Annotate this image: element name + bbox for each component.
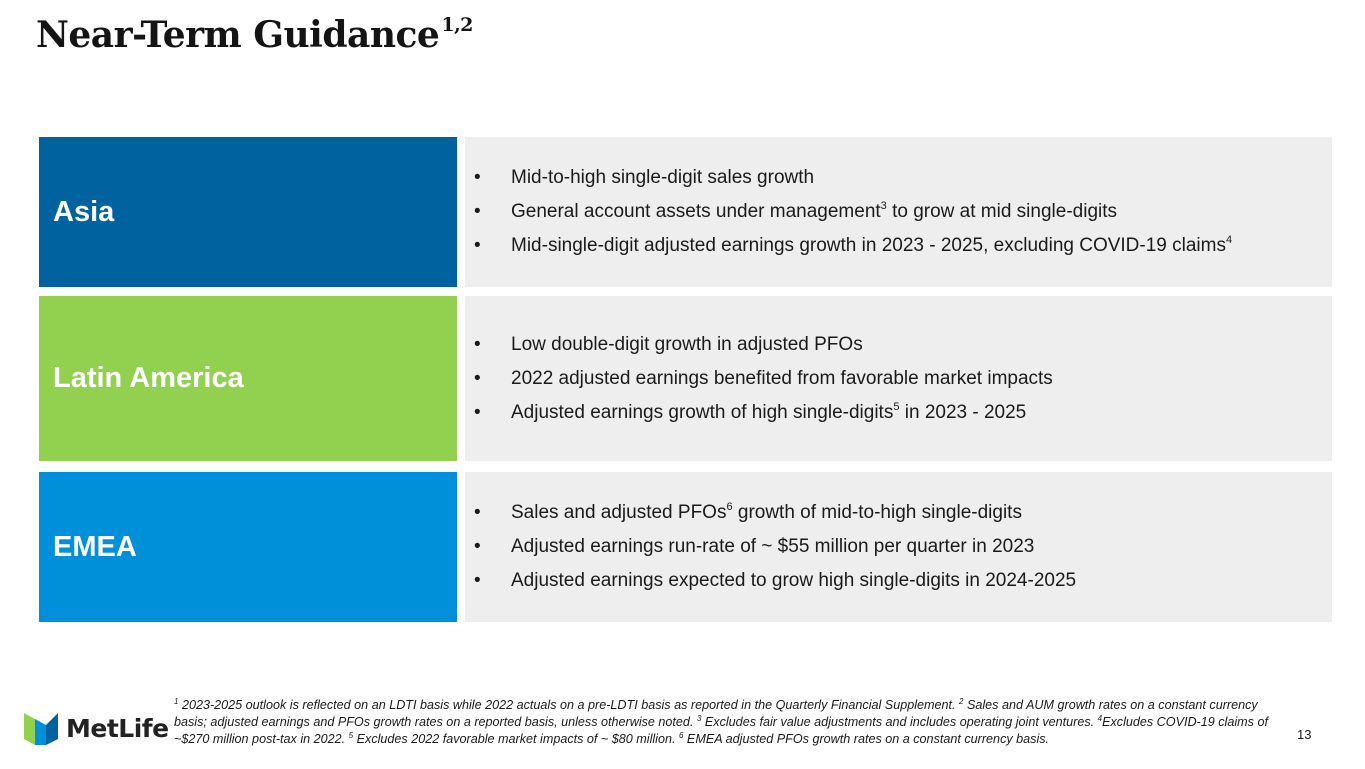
footnote-number: 4 <box>1097 714 1103 723</box>
bullet-text-continued: growth of mid-to-high single-digits <box>732 502 1022 523</box>
list-item: • Mid-to-high single-digit sales growth <box>474 167 1332 189</box>
page-title: Near-Term Guidance 1,2 <box>36 14 473 56</box>
bullet-marker: • <box>474 201 481 222</box>
logo-wordmark: MetLife <box>66 713 169 743</box>
asia-guidance-panel: • Mid-to-high single-digit sales growth •… <box>465 137 1332 287</box>
bullet-marker: • <box>474 536 481 557</box>
metlife-m-icon <box>24 713 58 745</box>
bullet-marker: • <box>474 167 481 188</box>
footnote-number: 2 <box>959 697 964 706</box>
list-item: • General account assets under management… <box>474 201 1332 223</box>
bullet-text-continued: in 2023 - 2025 <box>899 401 1027 423</box>
footnote-number: 1 <box>174 697 179 706</box>
bullet-text: Mid-to-high single-digit sales growth <box>511 167 815 188</box>
latin-america-guidance-panel: • Low double-digit growth in adjusted PFO… <box>465 296 1332 461</box>
footnote-text: Excludes COVID-19 claims of ~$270 millio… <box>174 715 1268 746</box>
bullet-text: Adjusted earnings run-rate of ~ $55 mill… <box>511 536 1035 557</box>
region-label-emea: EMEA <box>39 472 457 622</box>
bullet-text: General account assets under management <box>511 201 881 222</box>
bullet-marker: • <box>474 401 481 423</box>
footnote-ref: 4 <box>1225 234 1233 246</box>
bullet-text: Low double-digit growth in adjusted PFOs <box>511 333 863 355</box>
bullet-marker: • <box>474 235 481 256</box>
bullet-marker: • <box>474 333 481 355</box>
list-item: • Low double-digit growth in adjusted PFO… <box>474 334 1332 356</box>
footnote-text: Excludes fair value adjustments and incl… <box>701 715 1098 729</box>
metlife-logo: MetLife <box>24 711 169 745</box>
footnote-number: 5 <box>348 731 354 740</box>
bullet-text: Adjusted earnings growth of high single-… <box>511 401 894 423</box>
bullet-text: Adjusted earnings expected to grow high … <box>511 570 1077 591</box>
list-item: • Adjusted earnings expected to grow high… <box>474 570 1332 592</box>
logo-left-bar <box>24 713 35 745</box>
bullet-marker: • <box>474 502 481 523</box>
footnote-number: 3 <box>696 714 702 723</box>
list-item: • 2022 adjusted earnings benefited from f… <box>474 368 1332 390</box>
title-footnote-ref: 1,2 <box>441 14 473 36</box>
list-item: • Adjusted earnings run-rate of ~ $55 mil… <box>474 536 1332 558</box>
footnote-text: Sales and AUM growth rates on a constant… <box>174 698 1258 729</box>
footnote-ref: 3 <box>880 200 887 212</box>
logo-right-bar <box>46 713 58 745</box>
page-number: 13 <box>1297 727 1312 742</box>
bullet-text: Sales and adjusted PFOs <box>511 502 727 523</box>
bullet-text: 2022 adjusted earnings benefited from fa… <box>511 367 1053 389</box>
footnote-ref: 5 <box>893 400 900 413</box>
footnote-text: EMEA adjusted PFOs growth rates on a con… <box>683 732 1050 746</box>
bullet-marker: • <box>474 367 481 389</box>
list-item: • Sales and adjusted PFOs6 growth of mid-… <box>474 502 1332 524</box>
logo-center-bar <box>35 719 46 745</box>
bullet-text-continued: to grow at mid single-digits <box>886 201 1118 222</box>
footnotes: 1 2023-2025 outlook is reflected on an L… <box>174 697 1290 748</box>
bullet-text: Mid-single-digit adjusted earnings growt… <box>511 235 1226 256</box>
region-label-asia: Asia <box>39 137 457 287</box>
bullet-marker: • <box>474 570 481 591</box>
footnote-text: Excludes 2022 favorable market impacts o… <box>353 732 679 746</box>
list-item: • Mid-single-digit adjusted earnings grow… <box>474 235 1332 257</box>
region-label-latin-america: Latin America <box>39 296 457 461</box>
footnote-text: 2023-2025 outlook is reflected on an LDT… <box>178 698 960 712</box>
emea-guidance-panel: • Sales and adjusted PFOs6 growth of mid-… <box>465 472 1332 622</box>
footnote-ref: 6 <box>726 501 733 513</box>
footnote-number: 6 <box>678 731 684 740</box>
list-item: • Adjusted earnings growth of high single… <box>474 400 1332 424</box>
page-title-text: Near-Term Guidance <box>36 14 440 56</box>
